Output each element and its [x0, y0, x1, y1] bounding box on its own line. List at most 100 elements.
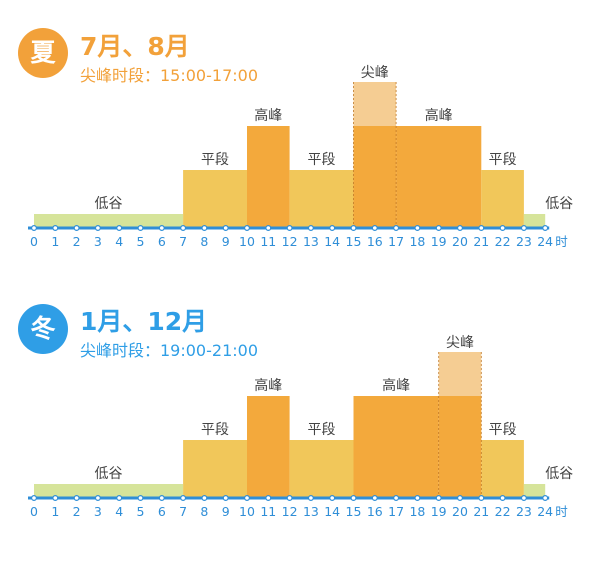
- x-tick-label: 8: [200, 504, 208, 519]
- axis-tick-dot: [371, 225, 378, 232]
- x-tick-label: 8: [200, 234, 208, 249]
- axis-tick-dot: [244, 495, 251, 502]
- high-bar: [396, 126, 482, 228]
- axis-tick-dot: [73, 225, 80, 232]
- x-tick-label: 2: [73, 504, 81, 519]
- flat-bar: [289, 440, 354, 498]
- axis-tick-dot: [286, 495, 293, 502]
- flat-bar: [481, 170, 524, 228]
- x-tick-label: 13: [303, 234, 319, 249]
- axis-tick-dot: [180, 495, 187, 502]
- axis-tick-dot: [137, 495, 144, 502]
- sharp-peak-bar: [438, 396, 482, 498]
- summer-months-title: 7月、8月: [80, 32, 190, 61]
- axis-tick-dot: [265, 495, 272, 502]
- x-tick-label: 7: [179, 234, 187, 249]
- axis-tick-dot: [31, 495, 38, 502]
- x-tick-label: 5: [137, 234, 145, 249]
- x-tick-label: 4: [115, 504, 123, 519]
- x-tick-label: 3: [94, 234, 102, 249]
- x-tick-label: 18: [409, 504, 425, 519]
- axis-tick-dot: [414, 495, 421, 502]
- axis-tick-dot: [435, 225, 442, 232]
- axis-tick-dot: [542, 225, 549, 232]
- x-tick-label: 19: [431, 234, 447, 249]
- axis-tick-dot: [478, 495, 485, 502]
- axis-tick-dot: [52, 495, 59, 502]
- axis-tick-dot: [414, 225, 421, 232]
- high-bar: [247, 396, 290, 498]
- x-tick-label: 15: [346, 504, 362, 519]
- x-tick-label: 19: [431, 504, 447, 519]
- x-tick-label: 10: [239, 234, 255, 249]
- axis-tick-dot: [307, 225, 314, 232]
- valley-label: 低谷: [545, 466, 573, 482]
- x-tick-label: 11: [260, 504, 276, 519]
- x-tick-label: 9: [222, 504, 230, 519]
- axis-tick-dot: [116, 225, 123, 232]
- axis-tick-dot: [222, 495, 229, 502]
- x-tick-label: 21: [473, 504, 489, 519]
- axis-tick-dot: [265, 225, 272, 232]
- axis-tick-dot: [499, 495, 506, 502]
- summer-season-badge: 夏: [18, 28, 68, 78]
- flat-label: 平段: [308, 152, 336, 168]
- valley-label: 低谷: [95, 466, 123, 482]
- axis-tick-dot: [31, 225, 38, 232]
- x-tick-label: 6: [158, 504, 166, 519]
- axis-tick-dot: [116, 495, 123, 502]
- valley-label: 低谷: [95, 196, 123, 212]
- x-tick-label: 2: [73, 234, 81, 249]
- axis-tick-dot: [393, 495, 400, 502]
- axis-tick-dot: [158, 225, 165, 232]
- x-tick-label: 20: [452, 234, 468, 249]
- flat-label: 平段: [489, 422, 517, 438]
- axis-tick-dot: [137, 225, 144, 232]
- valley-bar: [34, 484, 184, 498]
- valley-label: 低谷: [545, 196, 573, 212]
- high-label: 高峰: [254, 107, 282, 124]
- axis-tick-dot: [350, 225, 357, 232]
- x-tick-label: 20: [452, 504, 468, 519]
- axis-tick-dot: [201, 495, 208, 502]
- x-tick-label: 22: [495, 234, 511, 249]
- axis-tick-dot: [94, 225, 101, 232]
- axis-tick-dot: [435, 495, 442, 502]
- valley-bar: [523, 214, 546, 228]
- x-tick-label: 6: [158, 234, 166, 249]
- high-label: 高峰: [254, 377, 282, 394]
- axis-tick-dot: [520, 225, 527, 232]
- axis-tick-dot: [307, 495, 314, 502]
- flat-bar: [183, 440, 247, 498]
- high-label: 高峰: [382, 377, 410, 394]
- axis-tick-dot: [371, 495, 378, 502]
- winter-months-title: 1月、12月: [80, 307, 208, 336]
- x-tick-label: 23: [516, 234, 532, 249]
- axis-tick-dot: [520, 495, 527, 502]
- axis-tick-dot: [73, 495, 80, 502]
- high-label: 高峰: [425, 107, 453, 124]
- x-tick-label: 11: [260, 234, 276, 249]
- x-tick-label: 9: [222, 234, 230, 249]
- axis-tick-dot: [286, 225, 293, 232]
- x-tick-label: 0: [30, 234, 38, 249]
- axis-tick-dot: [457, 495, 464, 502]
- x-tick-label: 18: [409, 234, 425, 249]
- x-tick-label: 3: [94, 504, 102, 519]
- axis-tick-dot: [94, 495, 101, 502]
- winter-peak-period: 尖峰时段：19:00-21:00: [80, 341, 258, 360]
- winter-season-badge: 冬: [18, 304, 68, 354]
- sharp-label: 尖峰: [446, 335, 474, 351]
- axis-tick-dot: [457, 225, 464, 232]
- axis-tick-dot: [201, 225, 208, 232]
- x-axis-unit: 时: [555, 234, 568, 249]
- x-tick-label: 24: [537, 504, 553, 519]
- sharp-peak-cap: [438, 352, 482, 396]
- axis-tick-dot: [350, 495, 357, 502]
- summer-tariff-panel: 夏 7月、8月 尖峰时段：15:00-17:00 低谷 平段 高峰 平段 尖峰 高峰 平段低…: [18, 28, 573, 249]
- high-bar: [247, 126, 290, 228]
- x-tick-label: 22: [495, 504, 511, 519]
- axis-tick-dot: [52, 225, 59, 232]
